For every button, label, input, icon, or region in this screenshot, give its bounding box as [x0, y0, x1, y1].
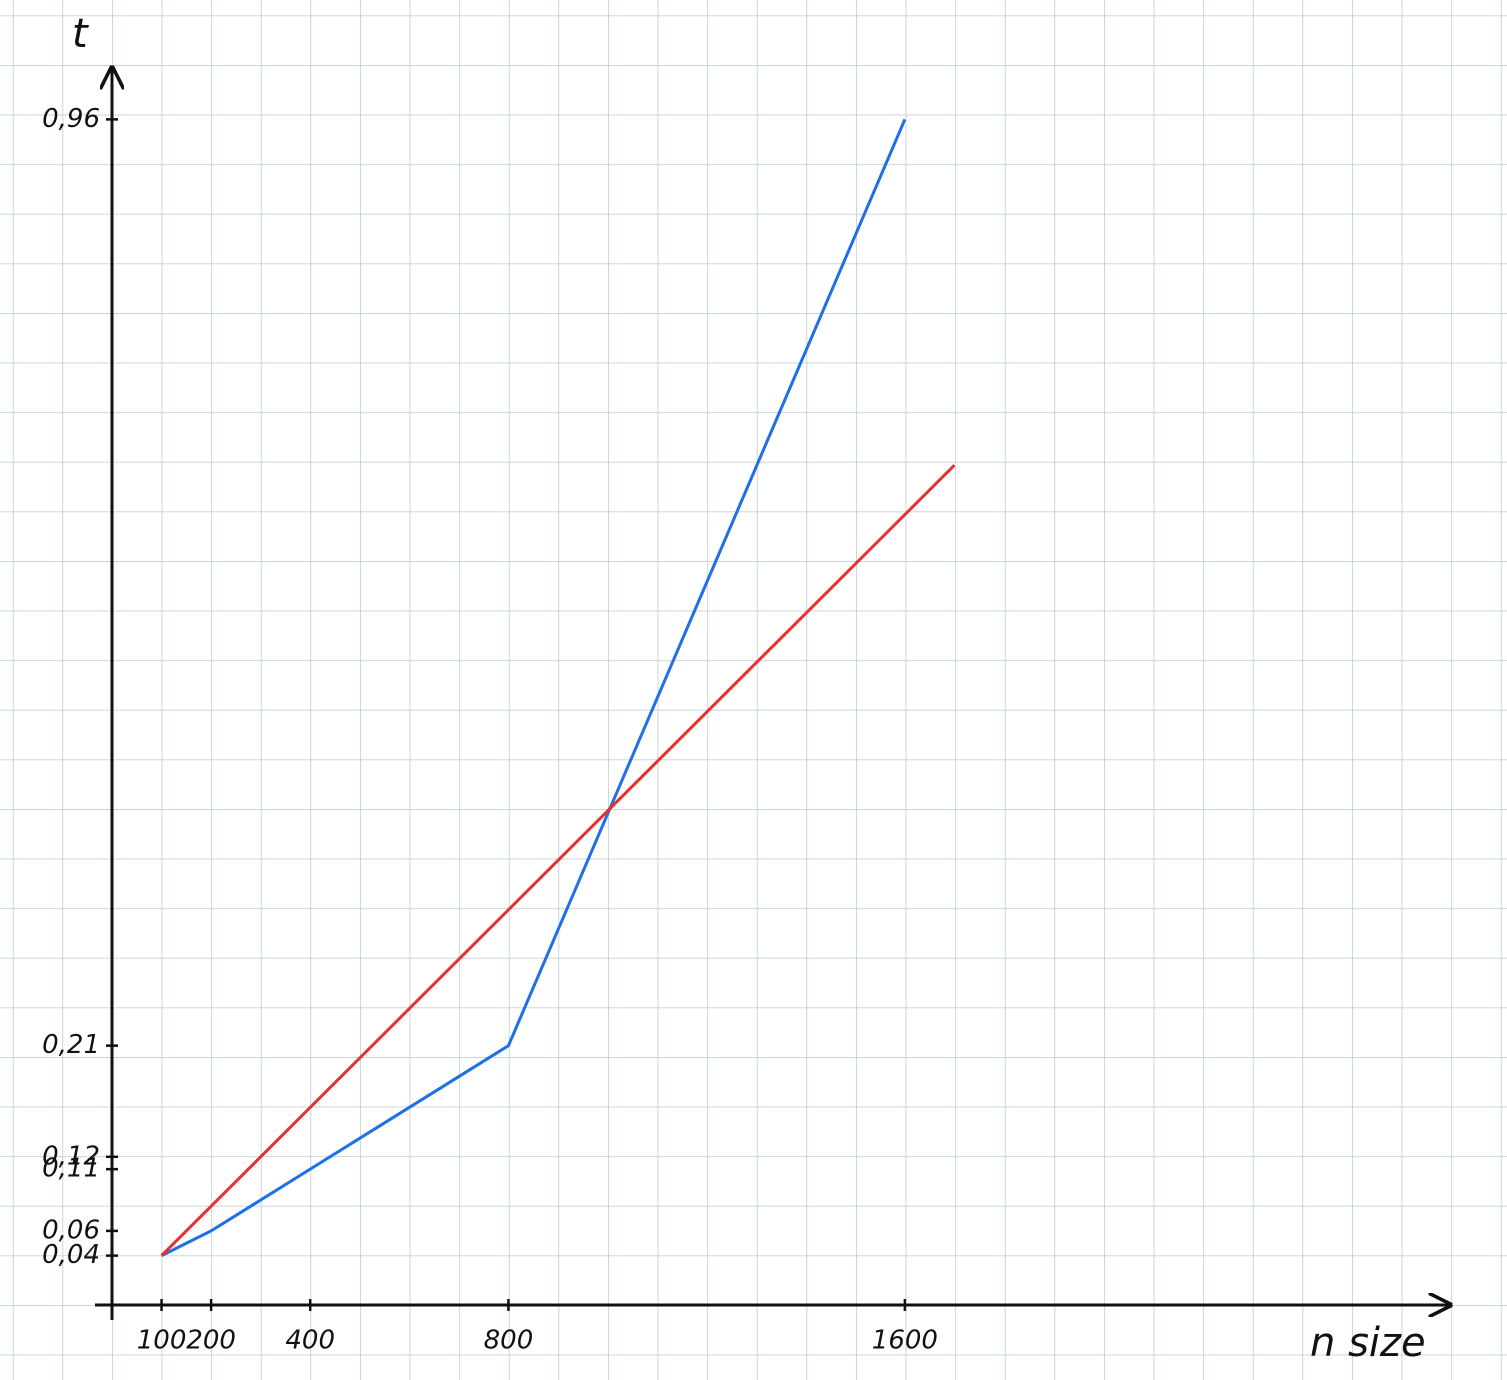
x-tick-label: 800	[484, 1326, 534, 1356]
y-tick-label: 0,06	[42, 1215, 100, 1245]
y-tick-label: 0,96	[42, 104, 100, 134]
series-line	[160, 464, 956, 1257]
x-tick-label: 100	[137, 1326, 187, 1356]
x-tick-label: 200	[186, 1326, 236, 1356]
x-tick-label: 1600	[872, 1326, 938, 1356]
series-line	[160, 118, 907, 1257]
y-tick-label: 0,04	[42, 1240, 100, 1270]
y-axis-label: t	[72, 11, 89, 57]
y-tick-label: 0,12	[42, 1141, 100, 1171]
x-axis-label: n size	[1310, 1320, 1426, 1366]
y-tick-label: 0,11	[42, 1154, 100, 1184]
x-tick-label: 400	[285, 1326, 335, 1356]
y-tick-label: 0,21	[42, 1030, 100, 1060]
